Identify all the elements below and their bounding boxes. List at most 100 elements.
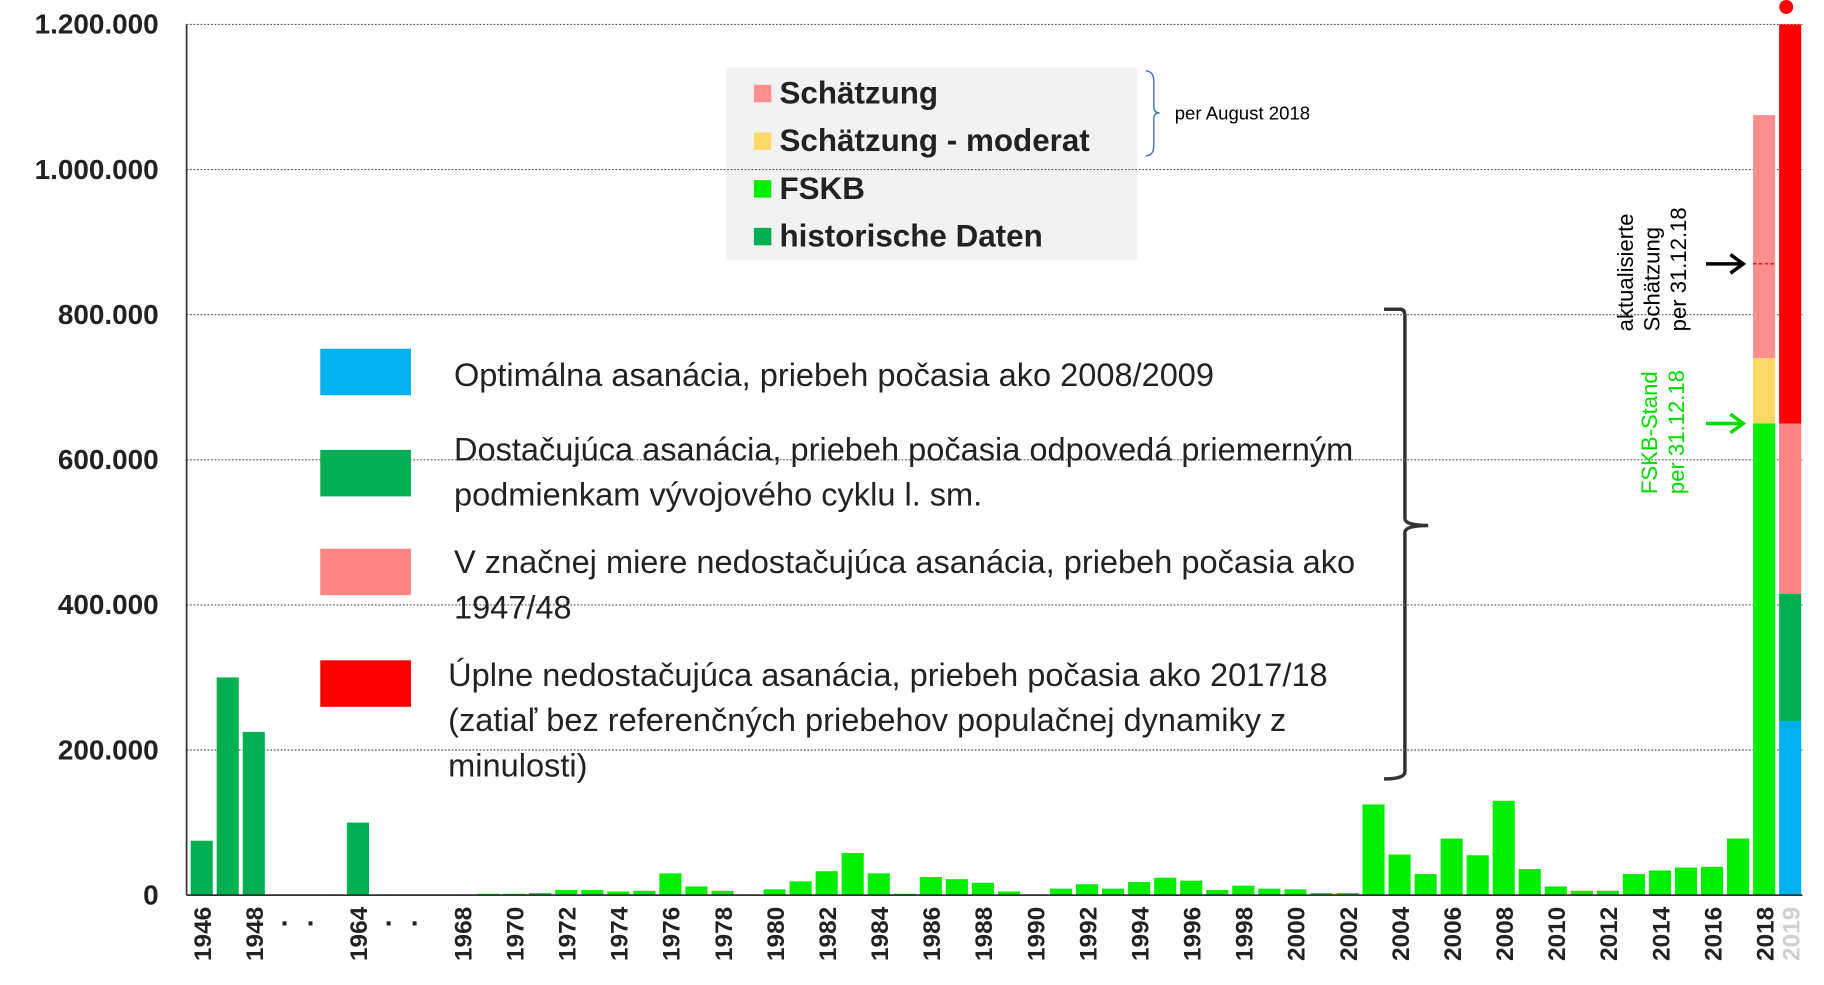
bar	[1544, 886, 1567, 896]
annotation: per 31.12.18	[1664, 370, 1689, 494]
bar	[1753, 115, 1776, 359]
bar	[1779, 720, 1802, 896]
legend-label: V značnej miere nedostačujúca asanácia, …	[453, 544, 1356, 626]
bar	[1700, 866, 1724, 896]
bar	[1258, 888, 1281, 896]
x-tick-label: 2014	[1648, 906, 1675, 961]
legend-swatch	[753, 227, 772, 246]
bar	[1727, 838, 1750, 896]
y-tick-label: 400.000	[58, 589, 159, 620]
legend-swatch	[320, 660, 411, 707]
bar	[1596, 890, 1619, 896]
x-tick-label: 2002	[1336, 907, 1363, 961]
bar	[1570, 890, 1593, 896]
x-tick-label: 1978	[711, 907, 738, 961]
x-tick-label: 1990	[1023, 907, 1050, 961]
x-tick-label: .	[411, 900, 419, 931]
x-tick-label: 2000	[1284, 907, 1311, 961]
x-tick-label: 1996	[1180, 907, 1207, 961]
bar	[711, 890, 734, 896]
x-tick-label: 1964	[346, 906, 373, 961]
bar	[346, 822, 369, 896]
y-tick-label: 600.000	[58, 444, 159, 475]
estimate-arrow-head	[1729, 253, 1747, 275]
bar	[555, 890, 578, 896]
bar	[945, 879, 968, 896]
bar	[971, 882, 994, 896]
bar	[1779, 24, 1802, 424]
bar	[190, 840, 213, 896]
bar	[1674, 867, 1698, 896]
bar	[1336, 892, 1359, 896]
bar	[1284, 889, 1307, 896]
bar	[763, 889, 786, 896]
bar	[1154, 877, 1177, 896]
x-tick-label: 2016	[1700, 907, 1727, 961]
x-tick-label: 2018	[1752, 907, 1779, 961]
legend-swatch	[320, 449, 411, 497]
x-tick-label: 1984	[867, 906, 894, 961]
scenario-brace	[1383, 307, 1429, 781]
x-tick-label: 1992	[1075, 907, 1102, 961]
legend-swatch	[320, 348, 411, 396]
legend-swatch	[320, 548, 411, 596]
bar	[581, 890, 604, 896]
x-tick-label: 1972	[555, 907, 582, 961]
legend-text-box: Optimálna asanácia, priebeh počasia ako …	[454, 357, 1214, 393]
x-tick-label: 1948	[242, 907, 269, 961]
x-tick-label: 1982	[815, 907, 842, 961]
x-tick-label: 1968	[450, 907, 477, 961]
bar	[1648, 870, 1672, 896]
legend-text-box: Dostačujúca asanácia, priebeh počasia od…	[453, 431, 1354, 513]
bar	[1362, 804, 1385, 896]
y-tick-label: 1.200.000	[35, 9, 159, 40]
fskb-arrow-head	[1729, 412, 1747, 435]
x-tick-label: 2004	[1388, 906, 1415, 961]
legend-label: FSKB	[779, 171, 864, 206]
y-tick-label: 0	[143, 879, 159, 910]
legend-label: Úplne nedostačujúca asanácia, priebeh po…	[448, 656, 1328, 784]
y-tick-label: 200.000	[58, 734, 159, 765]
bar	[1414, 874, 1437, 896]
x-tick-label: 2010	[1544, 907, 1571, 961]
bar	[685, 886, 708, 896]
bar	[919, 876, 942, 896]
bar	[1518, 869, 1541, 896]
y-tick-label: 1.000.000	[35, 154, 159, 185]
annotation: FSKB-Stand	[1637, 371, 1662, 494]
legend-box	[725, 67, 1138, 261]
x-tick-label: 2006	[1440, 907, 1467, 961]
bar	[659, 873, 682, 896]
legend-swatch	[753, 84, 772, 103]
bar	[1622, 874, 1645, 896]
bar	[1492, 800, 1515, 896]
legend-label: historische Daten	[779, 218, 1042, 253]
x-tick-label: 1994	[1127, 906, 1154, 961]
bar	[1180, 880, 1203, 896]
y-tick-label: 800.000	[58, 299, 159, 330]
bar	[1049, 888, 1073, 896]
bar	[1128, 882, 1151, 896]
bar	[841, 853, 864, 896]
x-tick-label: 1976	[659, 907, 686, 961]
legend-swatch	[753, 180, 772, 198]
legend-label: Dostačujúca asanácia, priebeh počasia od…	[453, 431, 1354, 513]
legend-label: Schätzung	[779, 75, 938, 110]
legend-text-box: V značnej miere nedostačujúca asanácia, …	[453, 544, 1356, 626]
x-tick-label: 1986	[919, 907, 946, 961]
bar	[1310, 892, 1333, 896]
x-tick-label: 2012	[1596, 907, 1623, 961]
bar	[242, 731, 265, 896]
annotation: per 31.12.18	[1666, 207, 1691, 331]
bar	[1753, 423, 1776, 896]
legend-label: Schätzung - moderat	[779, 123, 1090, 158]
red-dot	[1779, 0, 1794, 14]
bar	[633, 890, 656, 896]
bar	[1779, 594, 1802, 721]
x-tick-label: 1988	[971, 907, 998, 961]
bar	[216, 677, 239, 896]
bar	[1076, 884, 1099, 896]
legend-text-box: Úplne nedostačujúca asanácia, priebeh po…	[448, 656, 1328, 784]
